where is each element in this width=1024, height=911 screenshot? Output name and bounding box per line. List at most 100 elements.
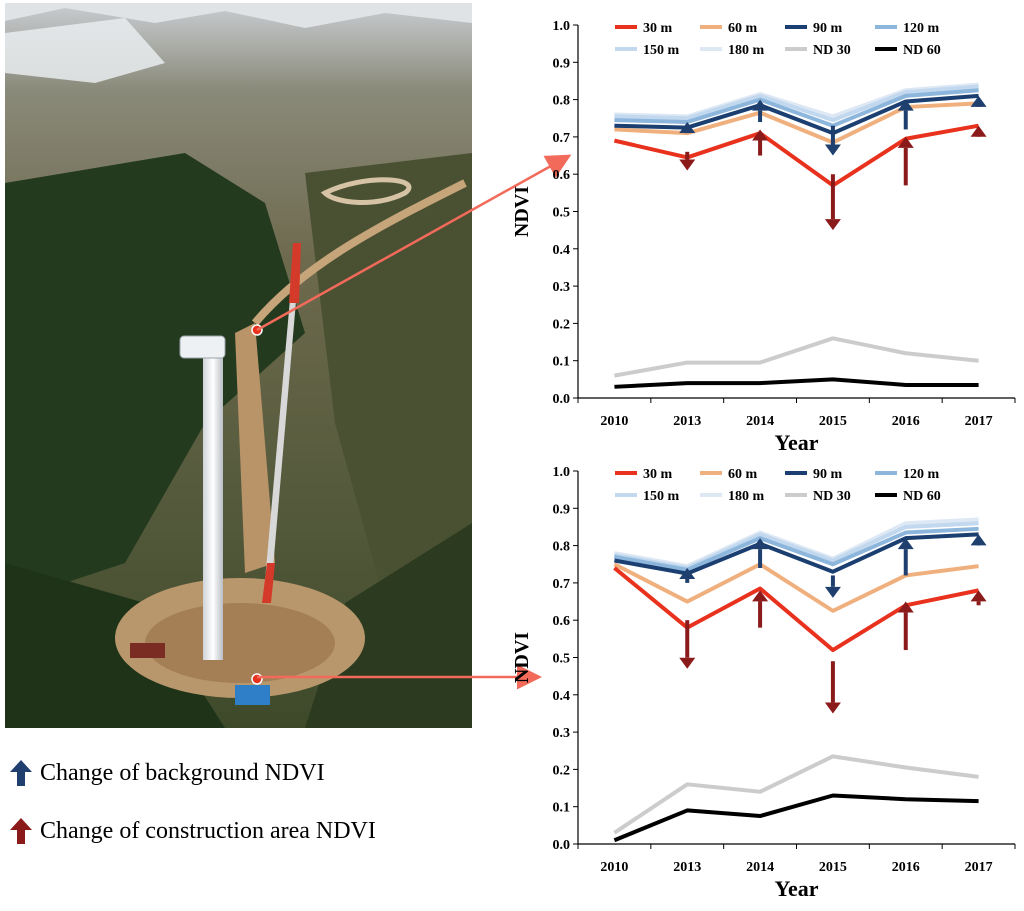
legend-item-90-m: 90 m [785,467,843,482]
background-change-arrow [970,95,987,107]
legend-label: 180 m [728,489,765,504]
series-line-nd-30 [614,336,979,378]
series-line-60-m [614,101,979,145]
background-change-arrow [752,538,769,568]
y-tick-label: 0.0 [553,838,571,853]
legend-item-30-m: 30 m [615,21,673,36]
legend-label: ND 60 [903,43,941,58]
y-tick-label: 1.0 [553,19,571,34]
y-tick-label: 0.0 [553,392,571,407]
x-tick-label: 2014 [746,414,774,429]
legend-item-nd-60: ND 60 [875,43,941,58]
background-change-arrow [679,121,696,134]
y-tick-label: 0.7 [553,131,571,146]
background-change-arrow [679,567,696,583]
legend-background-label: Change of background NDVI [40,759,325,786]
construction-change-arrow [752,590,769,628]
legend-item-60-m: 60 m [700,467,758,482]
legend-construction-row: Change of construction area NDVI [8,806,488,856]
legend-item-30-m: 30 m [615,467,673,482]
x-tick-label: 2017 [965,414,993,429]
series-line-30-m [613,123,979,188]
y-tick-label: 0.7 [553,577,571,592]
legend-label: 120 m [903,467,940,482]
background-change-arrow [897,99,914,130]
series-line-30-m [613,566,979,653]
series-line-120-m [614,526,979,572]
legend-label: 60 m [728,467,758,482]
construction-change-arrow [679,151,696,171]
legend-label: 60 m [728,21,758,36]
figure-legend: Change of background NDVI Change of cons… [8,748,488,856]
up-arrow-icon [10,818,32,844]
legend-background-row: Change of background NDVI [8,748,488,798]
y-tick-label: 0.3 [553,280,571,295]
construction-change-arrow [897,136,914,186]
x-tick-label: 2013 [673,414,701,429]
x-axis-label: Year [775,430,819,455]
legend-item-120-m: 120 m [875,21,940,36]
x-tick-label: 2015 [819,860,847,875]
construction-change-arrow [824,174,841,231]
x-tick-label: 2015 [819,414,847,429]
legend-label: ND 30 [813,489,851,504]
construction-change-arrow [752,129,769,156]
legend-item-nd-30: ND 30 [785,43,851,58]
legend-item-180-m: 180 m [700,489,765,504]
legend-label: 30 m [643,467,673,482]
construction-change-arrow [897,601,914,651]
y-tick-label: 0.4 [553,689,571,704]
x-tick-label: 2016 [892,414,920,429]
aerial-photo [5,3,472,728]
x-tick-label: 2013 [673,860,701,875]
legend-item-120-m: 120 m [875,467,940,482]
x-tick-label: 2014 [746,860,774,875]
y-tick-label: 0.9 [553,56,571,71]
y-tick-label: 0.1 [553,355,571,370]
construction-change-arrow [970,590,987,606]
background-change-arrow [752,99,769,122]
construction-change-arrow [970,125,987,137]
y-tick-label: 0.3 [553,726,571,741]
y-tick-label: 0.4 [553,243,571,258]
legend-label: 90 m [813,467,843,482]
legend-construction-label: Change of construction area NDVI [40,817,376,844]
up-arrow-icon [10,760,32,786]
series-line-nd-60 [613,793,979,843]
background-change-arrow [897,538,914,576]
y-tick-label: 0.9 [553,502,571,517]
y-tick-label: 0.8 [553,94,571,109]
x-tick-label: 2010 [600,414,628,429]
legend-label: 120 m [903,21,940,36]
y-tick-label: 0.5 [553,206,571,221]
y-tick-label: 0.2 [553,763,571,778]
y-tick-label: 0.8 [553,540,571,555]
series-line-90-m [614,93,979,136]
y-tick-label: 0.6 [553,614,571,629]
background-change-arrow [824,575,841,598]
background-change-arrow [970,534,987,546]
y-axis-label: NDVI [511,632,533,683]
legend-item-nd-60: ND 60 [875,489,941,504]
series-line-nd-60 [614,377,979,389]
legend-item-nd-30: ND 30 [785,489,851,504]
ndvi-chart-top: 0.0 0.1 0.2 0.3 0.4 0.5 0.6 0.7 0.8 0.9 1.0 2010 201… [511,19,1016,455]
y-tick-label: 0.6 [553,168,571,183]
y-tick-label: 0.1 [553,801,571,816]
legend-item-180-m: 180 m [700,43,765,58]
series-line-nd-30 [613,754,979,835]
y-tick-label: 0.5 [553,652,571,667]
legend-label: 30 m [643,21,673,36]
legend-item-150-m: 150 m [615,489,680,504]
x-tick-label: 2010 [600,860,628,875]
series-line-90-m [614,532,979,576]
legend-label: ND 30 [813,43,851,58]
y-tick-label: 1.0 [553,465,571,480]
construction-change-arrow [679,620,696,669]
legend-item-60-m: 60 m [700,21,758,36]
legend-label: 150 m [643,489,680,504]
legend-label: 90 m [813,21,843,36]
series-line-60-m [613,562,979,613]
series-line-150-m [614,84,979,123]
x-axis-label: Year [775,876,819,901]
